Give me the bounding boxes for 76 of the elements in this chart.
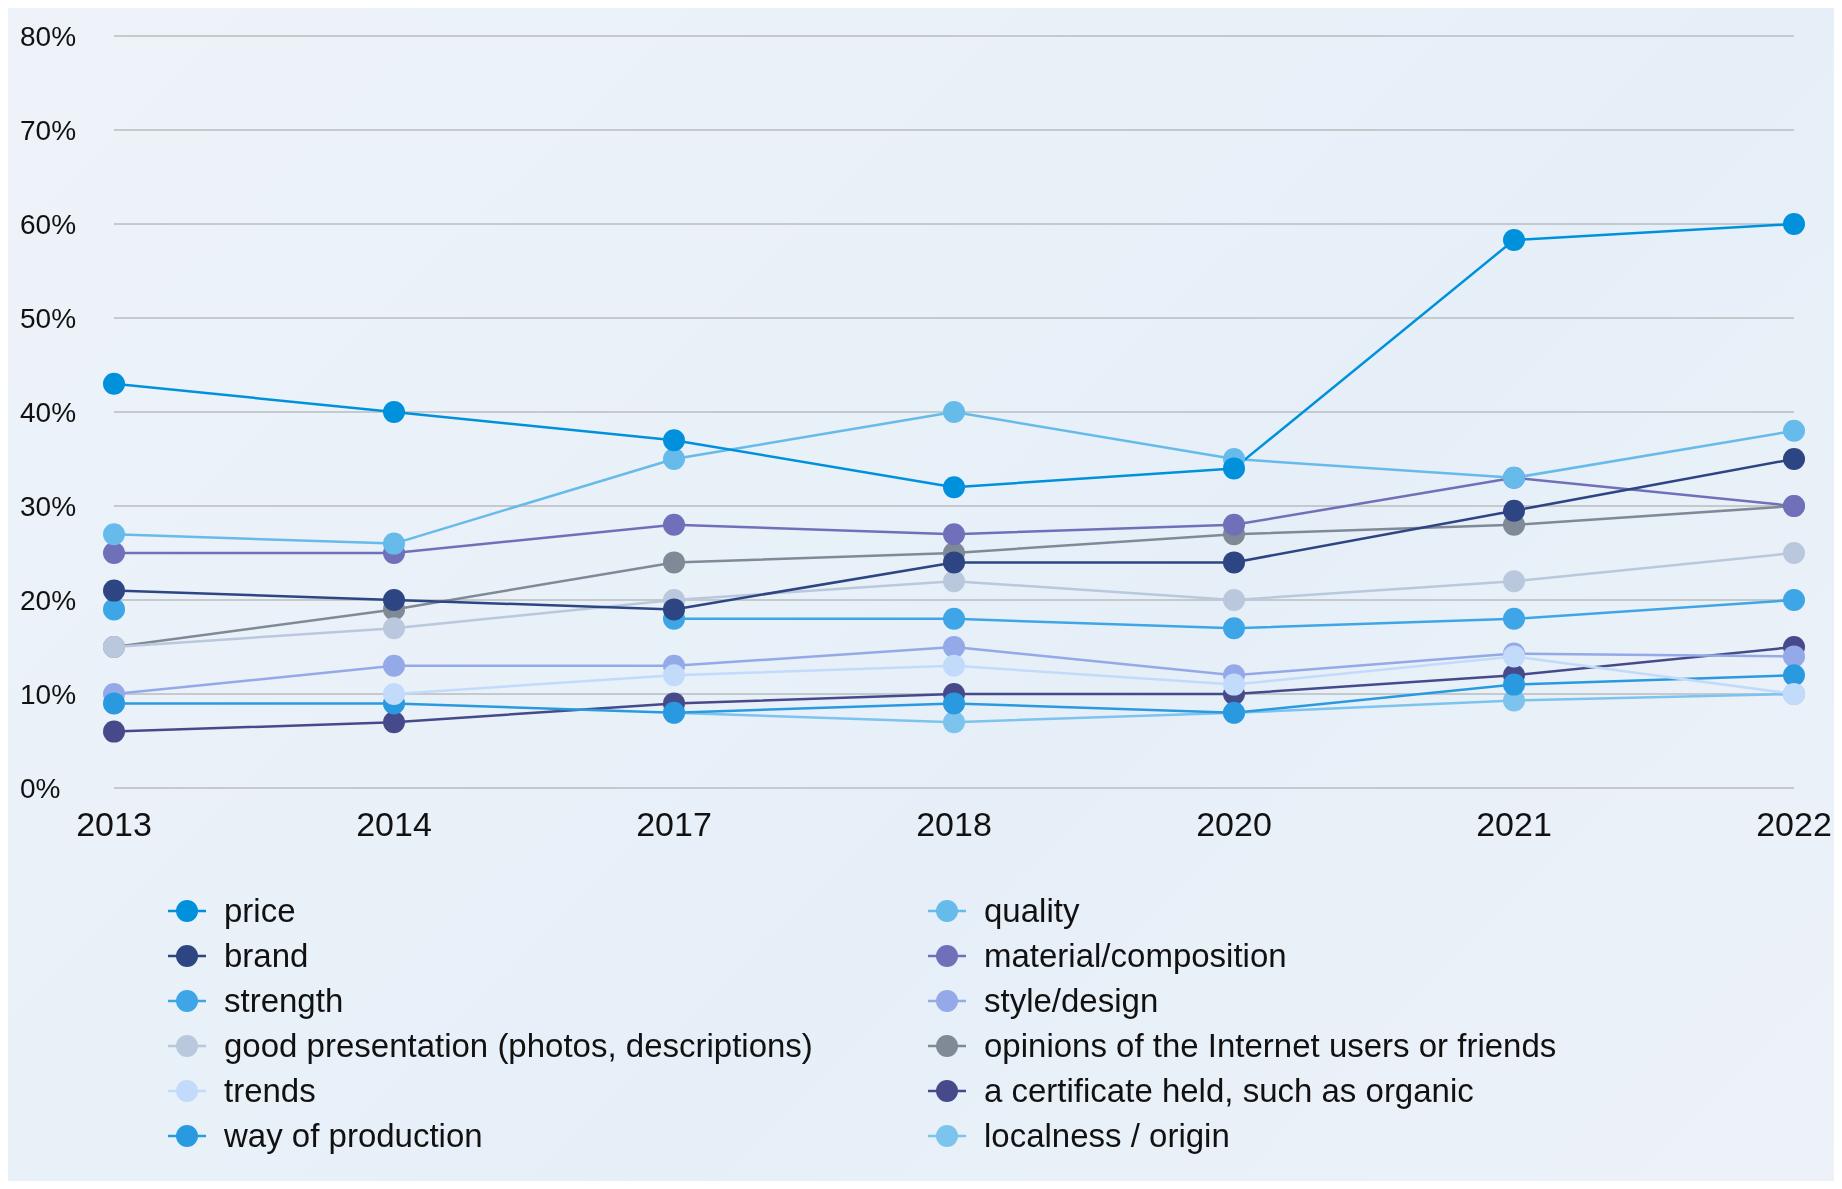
x-tick-label: 2022 (1756, 805, 1832, 844)
x-tick-label: 2020 (1196, 805, 1272, 844)
point (1223, 589, 1245, 611)
point (383, 617, 405, 640)
y-tick-label: 50% (20, 302, 77, 334)
point (943, 654, 965, 677)
x-tick-label: 2021 (1476, 805, 1552, 844)
y-tick-label: 30% (20, 490, 77, 522)
point (943, 636, 965, 658)
point (383, 532, 405, 555)
point (663, 664, 685, 687)
point (663, 448, 685, 470)
point (1783, 664, 1805, 687)
point (383, 589, 405, 611)
legend-label: way of production (224, 1116, 483, 1155)
point (663, 551, 685, 574)
legend-label: material/composition (984, 936, 1287, 975)
point (1783, 213, 1805, 235)
point (943, 711, 965, 734)
y-tick-label: 40% (20, 396, 77, 428)
legend-label: opinions of the Internet users or friends (984, 1026, 1557, 1065)
legend-label: strength (224, 981, 344, 1020)
point (383, 401, 405, 423)
x-tick-label: 2014 (356, 805, 432, 844)
legend-label: brand (224, 936, 309, 975)
point (103, 523, 125, 546)
point (103, 372, 125, 395)
point (663, 513, 685, 536)
y-tick-label: 70% (20, 114, 77, 146)
y-tick-label: 20% (20, 584, 77, 616)
point (1783, 542, 1805, 564)
point (103, 720, 125, 743)
point (1503, 607, 1525, 630)
x-tick-label: 2013 (76, 805, 152, 844)
x-tick-label: 2018 (916, 805, 992, 844)
legend-label: good presentation (photos, descriptions) (224, 1026, 813, 1065)
point (943, 607, 965, 630)
point (1503, 228, 1525, 251)
point (1223, 617, 1245, 640)
legend-label: trends (224, 1071, 316, 1110)
point (1223, 513, 1245, 536)
point (1783, 419, 1805, 442)
point (663, 429, 685, 452)
legend-label: quality (984, 891, 1080, 930)
point (383, 711, 405, 734)
point (103, 692, 125, 715)
legend-label: price (224, 891, 296, 930)
point (1223, 457, 1245, 480)
point (383, 683, 405, 705)
point (943, 570, 965, 593)
point (943, 551, 965, 574)
point (1783, 448, 1805, 470)
point (943, 476, 965, 499)
point (943, 692, 965, 715)
point (383, 654, 405, 677)
y-tick-label: 10% (20, 678, 77, 710)
point (663, 598, 685, 621)
y-tick-label: 80% (20, 20, 77, 52)
y-tick-label: 0% (20, 772, 61, 804)
y-tick-label: 60% (20, 208, 77, 240)
point (1223, 673, 1245, 696)
point (1783, 589, 1805, 611)
point (943, 523, 965, 546)
point (103, 542, 125, 564)
legend-label: a certificate held, such as organic (984, 1071, 1474, 1110)
point (1503, 673, 1525, 696)
point (1503, 499, 1525, 522)
point (1503, 570, 1525, 593)
point (103, 579, 125, 602)
x-tick-label: 2017 (636, 805, 712, 844)
point (943, 401, 965, 423)
legend-label: localness / origin (984, 1116, 1230, 1155)
legend-label: style/design (984, 981, 1159, 1020)
point (1223, 551, 1245, 574)
point (103, 598, 125, 621)
point (1783, 645, 1805, 668)
